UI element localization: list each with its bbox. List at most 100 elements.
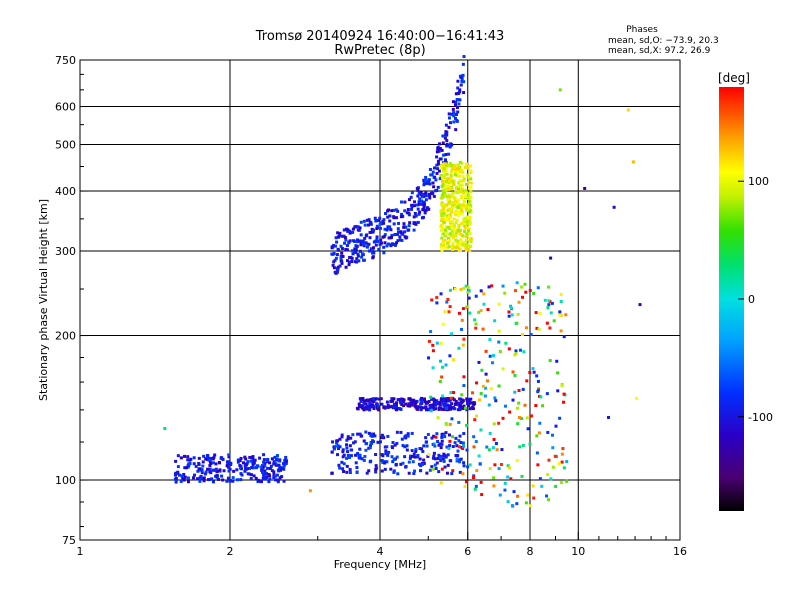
data-point	[451, 435, 455, 439]
data-point	[454, 436, 458, 440]
data-point	[336, 267, 340, 271]
colorbar: [deg] 100 0 -100	[718, 71, 773, 511]
data-point	[367, 242, 371, 246]
data-point	[174, 476, 178, 480]
data-point	[447, 446, 451, 450]
data-point	[395, 408, 399, 412]
data-point	[431, 467, 435, 471]
data-point	[245, 461, 249, 465]
data-point	[440, 467, 444, 471]
data-point	[356, 240, 360, 244]
data-point	[403, 200, 407, 204]
data-point	[364, 399, 368, 403]
data-point	[481, 327, 485, 331]
data-point	[239, 478, 243, 482]
data-point	[415, 203, 419, 207]
data-point	[419, 402, 423, 406]
data-point	[503, 291, 507, 295]
x-tick-label: 1	[77, 545, 84, 558]
data-point	[441, 188, 445, 192]
data-point	[411, 400, 415, 404]
data-point	[491, 361, 495, 365]
data-point	[198, 467, 202, 471]
data-point	[176, 471, 180, 475]
data-point	[442, 212, 446, 216]
data-point	[357, 404, 361, 408]
data-point	[390, 209, 394, 213]
data-point	[255, 464, 259, 468]
data-point	[460, 393, 464, 397]
data-point	[457, 401, 461, 405]
data-point	[503, 488, 507, 492]
data-point	[272, 462, 276, 466]
data-point	[449, 224, 453, 228]
data-point	[435, 432, 439, 436]
data-point	[263, 469, 267, 473]
data-point	[238, 459, 242, 463]
data-point	[410, 203, 414, 207]
y-axis-label: Stationary phase Virtual Height [km]	[37, 199, 50, 401]
data-point	[441, 183, 445, 187]
data-point	[207, 458, 211, 462]
data-point	[452, 398, 456, 402]
data-point	[393, 233, 397, 237]
data-point	[484, 349, 488, 353]
data-point	[227, 455, 231, 459]
data-point	[448, 178, 452, 182]
data-point	[451, 248, 455, 252]
data-point	[229, 461, 233, 465]
data-point	[451, 445, 455, 449]
data-point	[462, 220, 466, 224]
data-point	[431, 366, 435, 370]
data-point	[412, 200, 416, 204]
data-point	[492, 354, 496, 358]
data-point	[440, 176, 444, 180]
data-point	[388, 219, 392, 223]
data-point	[437, 169, 441, 173]
data-point	[447, 125, 451, 129]
data-point	[379, 397, 383, 401]
data-point	[446, 195, 450, 199]
data-point	[540, 484, 544, 488]
data-point	[472, 435, 476, 439]
data-point	[465, 226, 469, 230]
data-point	[373, 434, 377, 438]
data-point	[442, 459, 446, 463]
data-point	[455, 106, 459, 110]
data-point	[455, 444, 459, 448]
data-point	[462, 444, 466, 448]
data-point	[407, 211, 411, 215]
data-point	[550, 301, 554, 305]
data-point	[360, 397, 364, 401]
data-point	[341, 254, 345, 258]
data-point	[220, 474, 224, 478]
data-point	[417, 462, 421, 466]
data-point	[336, 265, 340, 269]
data-point	[532, 291, 536, 295]
data-point	[556, 389, 560, 393]
data-point	[479, 289, 483, 293]
data-point	[560, 460, 564, 464]
data-point	[246, 460, 250, 464]
data-point	[455, 218, 459, 222]
data-point	[345, 438, 349, 442]
data-point	[399, 400, 403, 404]
data-point	[452, 224, 456, 228]
data-point	[448, 238, 452, 242]
data-point	[497, 384, 501, 388]
data-point	[209, 461, 213, 465]
data-point	[262, 458, 266, 462]
data-point	[460, 400, 464, 404]
data-point	[461, 343, 465, 347]
data-point	[174, 472, 178, 476]
data-point	[179, 456, 183, 460]
data-point	[518, 415, 522, 419]
data-point	[402, 398, 406, 402]
data-point	[250, 466, 254, 470]
data-point	[239, 456, 243, 460]
data-point	[420, 202, 424, 206]
data-point	[407, 228, 411, 232]
data-point	[559, 300, 563, 304]
data-point	[354, 244, 358, 248]
data-point	[366, 223, 370, 227]
